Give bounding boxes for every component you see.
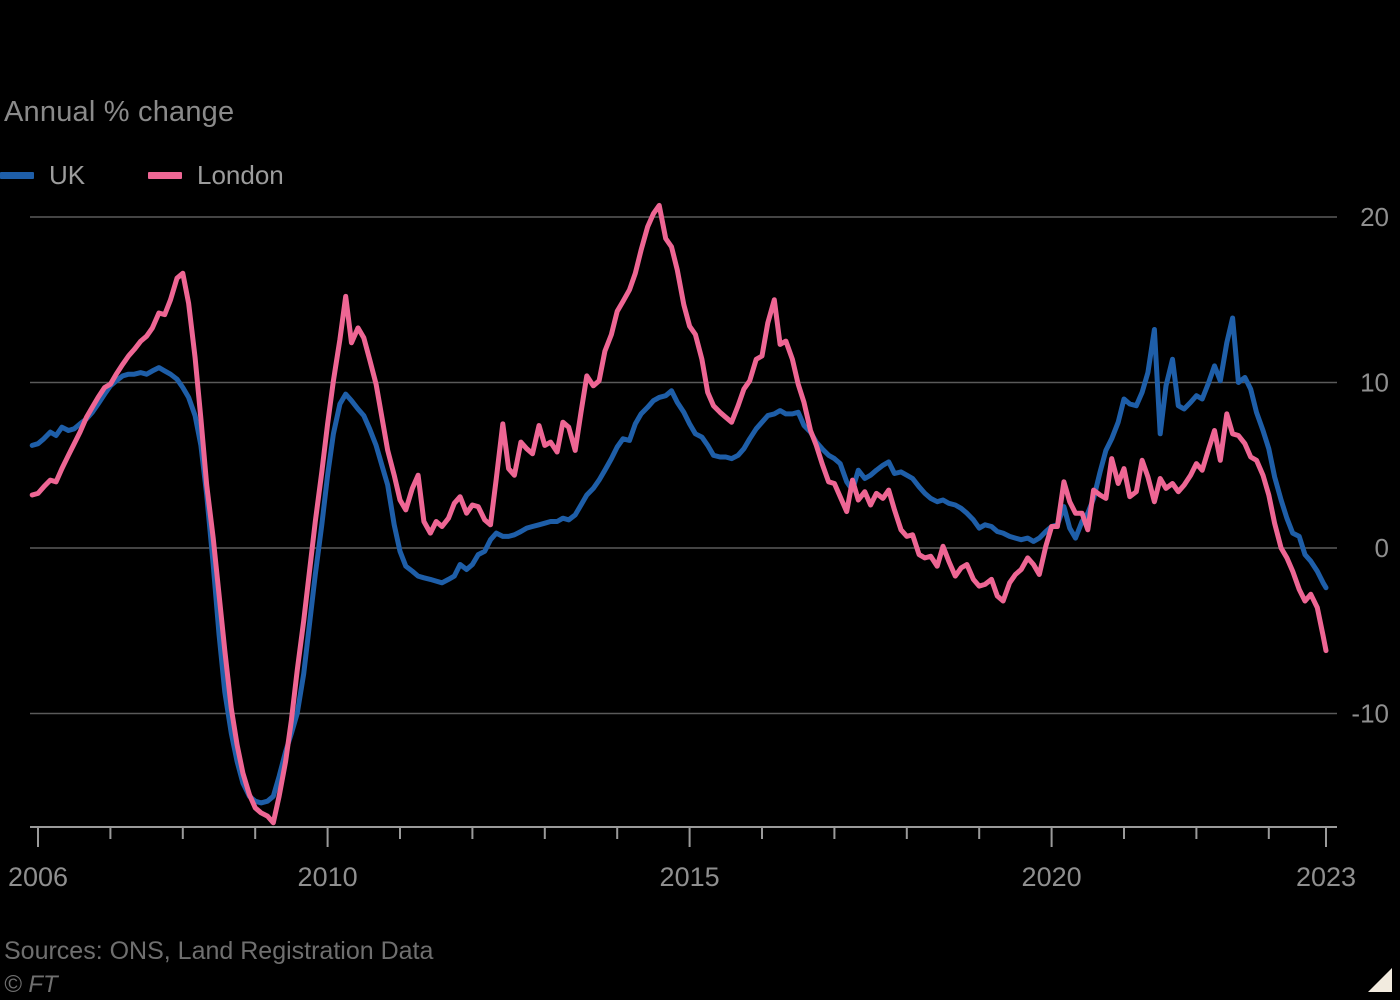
london-line-swatch-icon — [148, 172, 182, 179]
y-tick-label--10: -10 — [1351, 699, 1389, 729]
y-tick-label-20: 20 — [1360, 202, 1389, 232]
x-tick-label-2015: 2015 — [660, 862, 720, 892]
x-tick-label-2010: 2010 — [298, 862, 358, 892]
y-tick-label-0: 0 — [1375, 533, 1389, 563]
x-tick-label-2023: 2023 — [1296, 862, 1356, 892]
legend-item-uk: UK — [0, 160, 85, 191]
series-line-uk — [29, 315, 1329, 806]
legend-label-uk: UK — [49, 160, 86, 190]
x-tick-label-2006: 2006 — [8, 862, 68, 892]
chart-title: Annual % change — [4, 96, 235, 128]
uk-line-swatch-icon — [0, 172, 34, 179]
y-tick-label-10: 10 — [1360, 368, 1389, 398]
legend-label-london: London — [197, 160, 284, 190]
resize-corner-icon — [1368, 968, 1392, 992]
x-tick-label-2020: 2020 — [1022, 862, 1082, 892]
ft-copyright: © FT — [4, 971, 58, 998]
series-line-london — [29, 202, 1329, 826]
legend-item-london: London — [148, 160, 284, 191]
sources-note: Sources: ONS, Land Registration Data — [4, 937, 434, 965]
